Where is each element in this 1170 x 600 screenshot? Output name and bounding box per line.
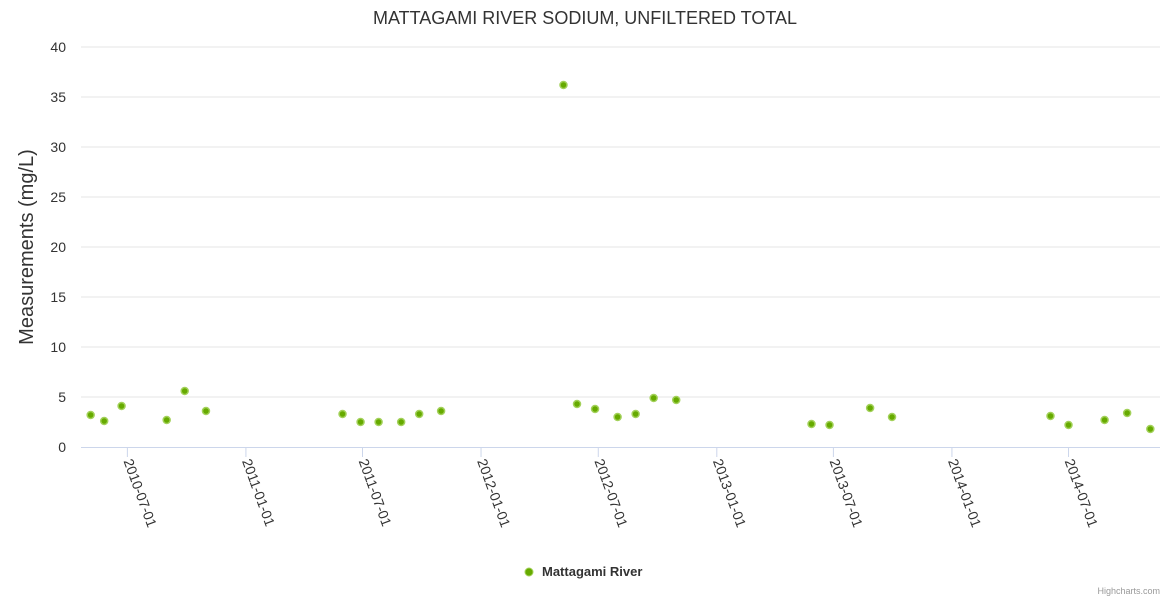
data-point[interactable]: [356, 417, 365, 427]
data-points: [86, 80, 1155, 434]
data-point[interactable]: [590, 404, 600, 414]
data-point[interactable]: [649, 393, 658, 403]
legend[interactable]: Mattagami River: [524, 564, 642, 579]
data-point[interactable]: [414, 409, 424, 419]
y-tick-label: 5: [58, 389, 66, 405]
x-tick-label: 2011-01-01: [239, 457, 278, 529]
data-point[interactable]: [1064, 420, 1073, 430]
data-point[interactable]: [613, 412, 622, 422]
x-tick-label: 2011-07-01: [356, 457, 395, 529]
y-axis-label: Measurements (mg/L): [16, 149, 38, 345]
data-point[interactable]: [825, 420, 834, 430]
credits-link[interactable]: Highcharts.com: [1097, 586, 1160, 596]
y-tick-label: 30: [50, 139, 66, 155]
x-tick-label: 2014-07-01: [1062, 457, 1102, 530]
legend-item-mattagami-river[interactable]: Mattagami River: [542, 564, 642, 579]
data-point[interactable]: [1146, 424, 1155, 434]
data-point[interactable]: [117, 401, 126, 411]
chart-title: MATTAGAMI RIVER SODIUM, UNFILTERED TOTAL: [373, 8, 797, 28]
y-tick-label: 20: [50, 239, 66, 255]
y-tick-label: 25: [50, 189, 66, 205]
data-point[interactable]: [180, 386, 189, 396]
y-tick-label: 10: [50, 339, 66, 355]
data-point[interactable]: [374, 417, 383, 427]
data-point[interactable]: [1100, 415, 1109, 425]
x-tick-label: 2012-07-01: [591, 457, 631, 530]
y-tick-label: 0: [58, 439, 66, 455]
data-point[interactable]: [86, 410, 95, 420]
gridlines: [81, 46, 1160, 398]
data-point[interactable]: [865, 403, 875, 413]
data-point[interactable]: [559, 80, 568, 90]
x-tick-label: 2013-01-01: [710, 457, 750, 530]
data-point[interactable]: [436, 406, 446, 416]
y-tick-label: 40: [50, 39, 66, 55]
data-point[interactable]: [201, 406, 211, 416]
data-point[interactable]: [671, 395, 681, 405]
data-point[interactable]: [99, 416, 109, 426]
y-axis-ticks: 0 5 10 15 20 25 30 35 40: [50, 39, 66, 455]
x-tick-label: 2013-07-01: [827, 457, 867, 530]
data-point[interactable]: [1122, 408, 1132, 418]
data-point[interactable]: [338, 409, 347, 419]
y-tick-label: 35: [50, 89, 66, 105]
data-point[interactable]: [631, 409, 640, 419]
data-point[interactable]: [572, 399, 582, 409]
legend-marker-icon: [524, 567, 534, 577]
data-point[interactable]: [887, 412, 897, 422]
data-point[interactable]: [396, 417, 406, 427]
x-tick-label: 2014-01-01: [945, 457, 985, 530]
x-tick-label: 2010-07-01: [121, 457, 161, 530]
data-point[interactable]: [807, 419, 816, 429]
data-point[interactable]: [1046, 411, 1055, 421]
x-axis-ticks: 2010-07-01 2011-01-01 2011-07-01 2012-01-01…: [121, 447, 1102, 530]
x-tick-label: 2012-01-01: [474, 457, 514, 530]
y-tick-label: 15: [50, 289, 66, 305]
data-point[interactable]: [162, 415, 171, 425]
